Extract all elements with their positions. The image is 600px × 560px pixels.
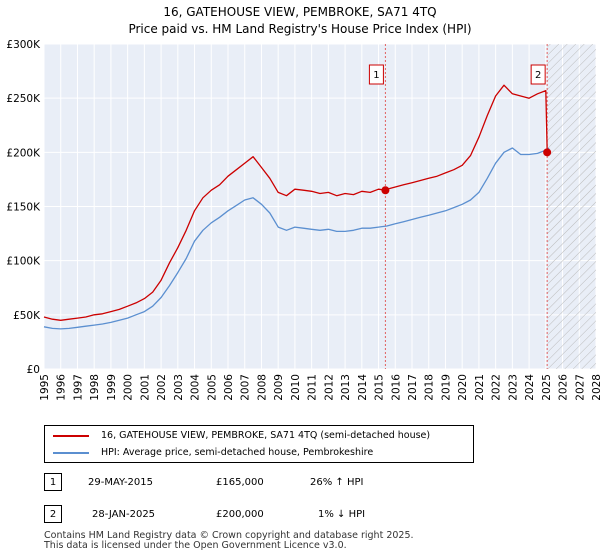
series-lines [43, 84, 550, 330]
legend-label-hpi: HPI: Average price, semi-detached house,… [101, 447, 374, 458]
y-tick-label-6: £300K [6, 39, 41, 51]
chart-title: 16, GATEHOUSE VIEW, PEMBROKE, SA71 4TQ [163, 5, 437, 19]
y-tick-label-0: £0 [27, 364, 40, 376]
x-tick-label-1997: 1997 [72, 374, 84, 401]
x-tick-label-2003: 2003 [173, 374, 185, 401]
legend: 16, GATEHOUSE VIEW, PEMBROKE, SA71 4TQ (… [44, 425, 474, 463]
sale-callout-label-1: 1 [373, 70, 379, 81]
sale-callout-box-1 [368, 64, 384, 85]
forecast-hatch-area [547, 44, 596, 369]
x-tick-label-2010: 2010 [290, 374, 302, 401]
x-tick-label-2014: 2014 [357, 374, 369, 401]
series-line-hpi [43, 147, 550, 330]
x-tick-label-2023: 2023 [507, 374, 519, 401]
x-tick-label-2013: 2013 [340, 374, 352, 401]
x-tick-label-2006: 2006 [223, 374, 235, 401]
sale-hpi-1: 26% ↑ HPI [310, 477, 364, 488]
sale-callout-1: 1 [368, 64, 384, 85]
legend-label-property: 16, GATEHOUSE VIEW, PEMBROKE, SA71 4TQ (… [101, 430, 431, 441]
x-tick-label-2008: 2008 [256, 374, 268, 401]
x-tick-label-2020: 2020 [457, 374, 469, 401]
sale-date-2: 28-JAN-2025 [92, 509, 156, 520]
sale-callout-2: 2 [530, 64, 546, 85]
y-axis-labels: £0 £50K £100K £150K £200K £250K £300K [6, 39, 41, 376]
chart-title-block: 16, GATEHOUSE VIEW, PEMBROKE, SA71 4TQ P… [0, 4, 600, 38]
x-tick-label-2002: 2002 [156, 374, 168, 401]
x-tick-label-2016: 2016 [390, 374, 402, 401]
y-tick-label-2: £100K [6, 256, 41, 268]
y-tick-label-1: £50K [13, 310, 41, 322]
x-tick-label-2005: 2005 [206, 374, 218, 401]
sale-marker-2 [543, 148, 552, 157]
y-tick-label-3: £150K [6, 202, 41, 214]
sale-callout-label-2: 2 [535, 70, 541, 81]
chart-subtitle: Price paid vs. HM Land Registry's House … [128, 22, 472, 36]
x-tick-label-2026: 2026 [558, 374, 570, 401]
x-tick-label-2021: 2021 [474, 374, 486, 401]
x-tick-label-2007: 2007 [240, 374, 252, 401]
x-tick-label-2019: 2019 [440, 374, 452, 401]
x-tick-label-2017: 2017 [407, 374, 419, 401]
x-tick-label-2009: 2009 [273, 374, 285, 401]
sale-callout-box-2 [530, 64, 546, 85]
x-tick-label-2012: 2012 [323, 374, 335, 401]
sale-hpi-2: 1% ↓ HPI [318, 509, 366, 520]
y-tick-label-5: £250K [6, 93, 41, 105]
footer-line-1: Contains HM Land Registry data © Crown c… [44, 530, 414, 541]
x-tick-label-1996: 1996 [56, 374, 68, 401]
footer-line-2: This data is licensed under the Open Gov… [44, 540, 347, 551]
footer: Contains HM Land Registry data © Crown c… [44, 531, 414, 551]
x-tick-label-2001: 2001 [139, 374, 151, 401]
x-tick-label-2027: 2027 [574, 374, 586, 401]
x-tick-label-2011: 2011 [307, 374, 319, 401]
sale-price-1: £165,000 [216, 477, 264, 488]
sale-badge-2: 2 [44, 505, 62, 523]
x-axis-labels: 1995 1996 1997 1998 1999 2000 2001 2002 2003 2004… [39, 374, 600, 401]
sale-markers [381, 148, 552, 195]
x-tick-label-2022: 2022 [491, 374, 503, 401]
x-tick-label-1998: 1998 [89, 374, 101, 401]
x-tick-label-2025: 2025 [541, 374, 553, 401]
sale-date-1: 29-MAY-2015 [88, 477, 154, 488]
series-line-property [43, 84, 550, 321]
x-tick-label-1999: 1999 [106, 374, 118, 401]
sale-marker-1 [381, 186, 390, 195]
x-tick-label-2018: 2018 [424, 374, 436, 401]
x-tick-label-2028: 2028 [591, 374, 600, 401]
sale-price-2: £200,000 [216, 509, 264, 520]
sale-badge-1: 1 [44, 473, 62, 491]
x-tick-label-2000: 2000 [123, 374, 135, 401]
y-tick-label-4: £200K [6, 147, 41, 159]
x-tick-label-2015: 2015 [374, 374, 386, 401]
legend-swatch-hpi [53, 452, 89, 454]
legend-swatch-property [53, 435, 89, 437]
x-tick-label-2024: 2024 [524, 374, 536, 401]
x-tick-label-1995: 1995 [39, 374, 51, 401]
x-tick-label-2004: 2004 [190, 374, 202, 401]
